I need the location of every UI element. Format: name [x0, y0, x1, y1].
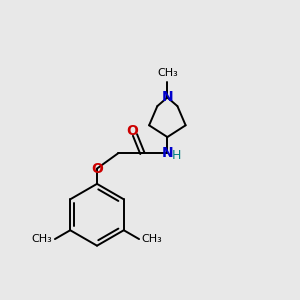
Text: O: O — [127, 124, 139, 138]
Text: CH₃: CH₃ — [141, 234, 162, 244]
Text: N: N — [162, 146, 173, 160]
Text: CH₃: CH₃ — [157, 68, 178, 78]
Text: CH₃: CH₃ — [32, 234, 52, 244]
Text: O: O — [91, 161, 103, 176]
Text: H: H — [172, 149, 182, 162]
Text: N: N — [162, 91, 173, 104]
